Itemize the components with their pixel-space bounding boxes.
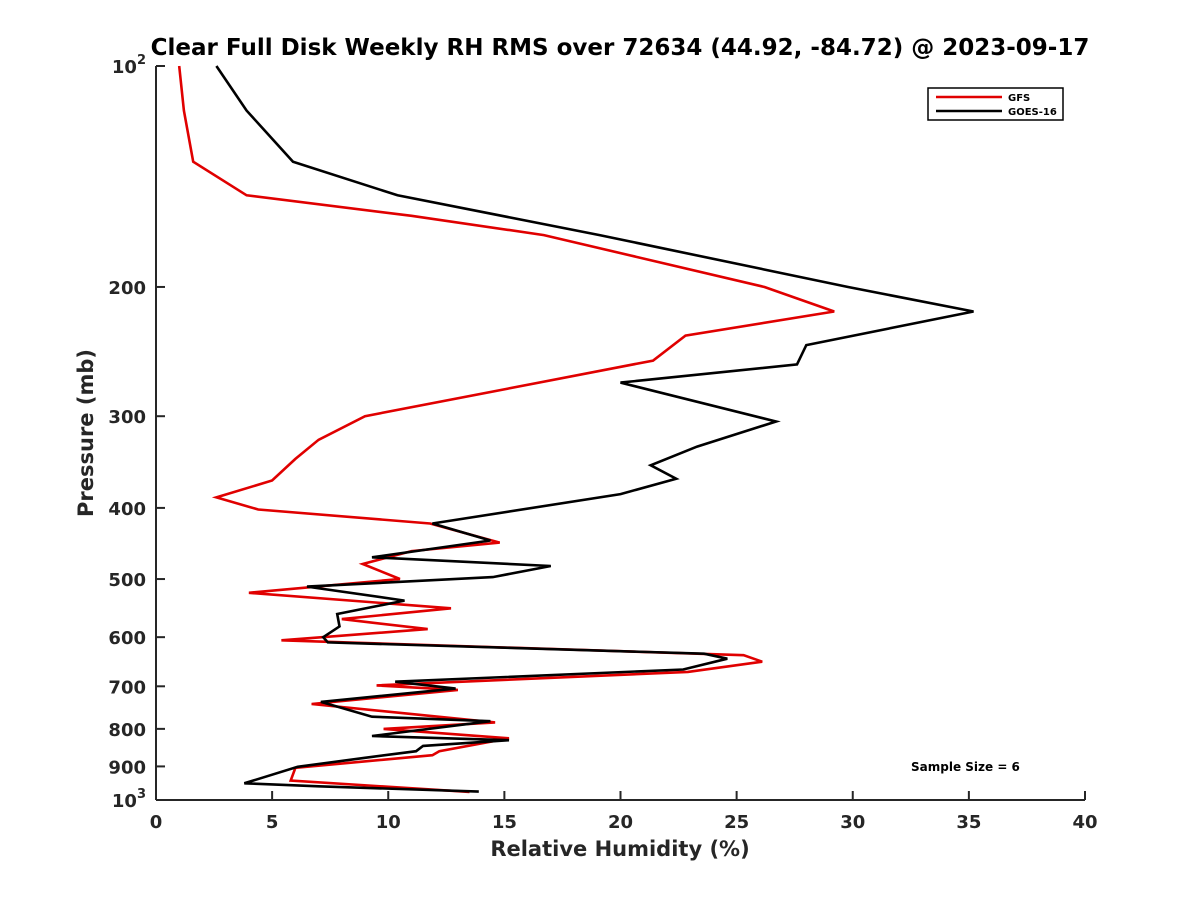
y-tick-label: 102 xyxy=(112,53,146,78)
plot-area: 0 5 10 15 20 25 30 35 40 102 200 300 400 500 600 700 80… xyxy=(108,53,1097,833)
series-line-gfs xyxy=(177,65,835,794)
x-ticks: 0 5 10 15 20 25 30 35 40 xyxy=(150,791,1098,833)
y-tick-label: 300 xyxy=(108,407,146,428)
legend-box xyxy=(927,87,1064,121)
y-tick-label: 900 xyxy=(108,757,146,778)
legend-label-goes-16: GOES-16 xyxy=(1008,107,1057,118)
legend-label-gfs: GFS xyxy=(1008,93,1030,104)
series-line-goes-16 xyxy=(215,65,974,793)
legend: GFS GOES-16 xyxy=(927,87,1064,121)
x-tick-label: 0 xyxy=(150,812,163,833)
y-ticks: 102 200 300 400 500 600 700 800 900 103 xyxy=(108,53,165,812)
y-tick-label: 200 xyxy=(108,278,146,299)
x-axis-label: Relative Humidity (%) xyxy=(490,837,749,861)
x-tick-label: 10 xyxy=(376,812,401,833)
chart-title: Clear Full Disk Weekly RH RMS over 72634… xyxy=(151,35,1090,61)
x-tick-label: 40 xyxy=(1072,812,1097,833)
sample-size-annotation: Sample Size = 6 xyxy=(911,760,1020,774)
y-axis-label: Pressure (mb) xyxy=(74,349,98,517)
series-lines xyxy=(177,65,974,794)
x-tick-label: 20 xyxy=(608,812,633,833)
y-tick-label: 103 xyxy=(112,787,146,812)
x-tick-label: 35 xyxy=(956,812,981,833)
x-tick-label: 5 xyxy=(266,812,279,833)
y-tick-label: 400 xyxy=(108,499,146,520)
y-tick-label: 500 xyxy=(108,570,146,591)
x-tick-label: 30 xyxy=(840,812,865,833)
y-tick-label: 700 xyxy=(108,677,146,698)
x-tick-label: 25 xyxy=(724,812,749,833)
y-tick-label: 800 xyxy=(108,720,146,741)
x-tick-label: 15 xyxy=(492,812,517,833)
y-tick-label: 600 xyxy=(108,628,146,649)
